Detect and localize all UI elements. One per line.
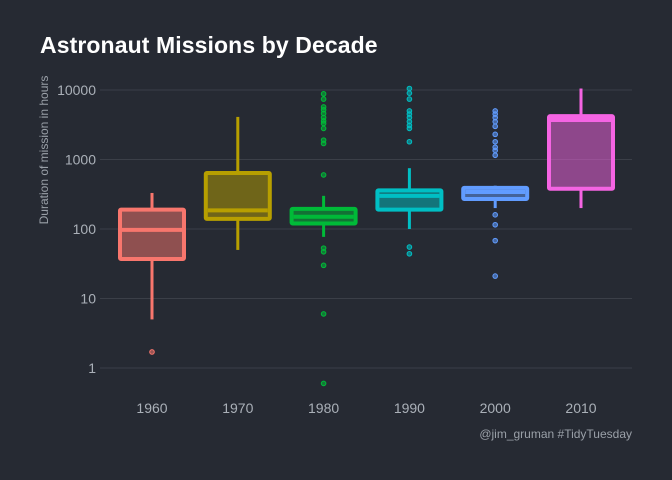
outlier-point bbox=[492, 108, 499, 114]
outlier-point bbox=[406, 108, 413, 114]
x-tick-label: 1960 bbox=[136, 400, 167, 416]
outlier-point bbox=[406, 244, 413, 250]
y-tick-label: 1 bbox=[88, 360, 96, 376]
grid-lines bbox=[100, 89, 632, 369]
box-plots bbox=[118, 85, 615, 387]
outlier-point bbox=[320, 125, 327, 132]
box-1990 bbox=[375, 85, 444, 257]
outlier-point bbox=[320, 137, 327, 143]
box-iqr bbox=[375, 188, 444, 212]
y-tick-label: 100 bbox=[73, 221, 97, 237]
y-tick-label: 1000 bbox=[65, 152, 96, 168]
outlier-point bbox=[492, 237, 499, 244]
outlier-point bbox=[320, 262, 327, 269]
box-iqr bbox=[203, 170, 272, 221]
y-axis-title: Duration of mission in hours bbox=[37, 76, 51, 225]
box-iqr bbox=[118, 207, 186, 262]
outlier-point bbox=[492, 212, 499, 218]
outlier-point bbox=[320, 245, 327, 251]
x-tick-label: 1980 bbox=[308, 400, 339, 416]
outlier-point bbox=[320, 172, 327, 178]
box-1960 bbox=[118, 192, 186, 355]
box-1970 bbox=[203, 116, 272, 250]
x-tick-label: 1970 bbox=[222, 400, 253, 416]
x-tick-label: 2010 bbox=[565, 400, 596, 416]
outlier-point bbox=[406, 96, 413, 102]
outlier-point bbox=[492, 138, 499, 145]
outlier-point bbox=[406, 250, 413, 257]
outlier-point bbox=[406, 85, 413, 92]
x-tick-label: 2000 bbox=[480, 400, 511, 416]
box-2010 bbox=[547, 88, 615, 209]
box-iqr bbox=[547, 114, 615, 191]
y-tick-label: 10 bbox=[80, 291, 96, 307]
box-2000 bbox=[461, 108, 530, 279]
outlier-point bbox=[492, 152, 499, 159]
outlier-point bbox=[320, 104, 327, 110]
outlier-point bbox=[492, 131, 499, 138]
axes: 1 10 100 1000 10000 1960 1970 1980 1990 2000 2010 bbox=[57, 82, 597, 416]
outlier-point bbox=[406, 90, 413, 96]
chart-caption: @jim_gruman #TidyTuesday bbox=[479, 427, 632, 441]
outlier-point bbox=[320, 96, 327, 102]
outlier-point bbox=[406, 138, 413, 145]
outlier-point bbox=[492, 273, 499, 279]
chart-title: Astronaut Missions by Decade bbox=[40, 32, 378, 58]
outlier-point bbox=[492, 144, 499, 151]
outlier-point bbox=[320, 311, 327, 317]
outlier-point bbox=[492, 221, 499, 228]
x-tick-label: 1990 bbox=[394, 400, 425, 416]
box-1980 bbox=[289, 91, 358, 387]
outlier-point bbox=[149, 349, 155, 355]
y-tick-label: 10000 bbox=[57, 82, 96, 98]
outlier-point bbox=[492, 123, 499, 130]
outlier-point bbox=[320, 380, 327, 387]
outlier-point bbox=[320, 91, 327, 97]
